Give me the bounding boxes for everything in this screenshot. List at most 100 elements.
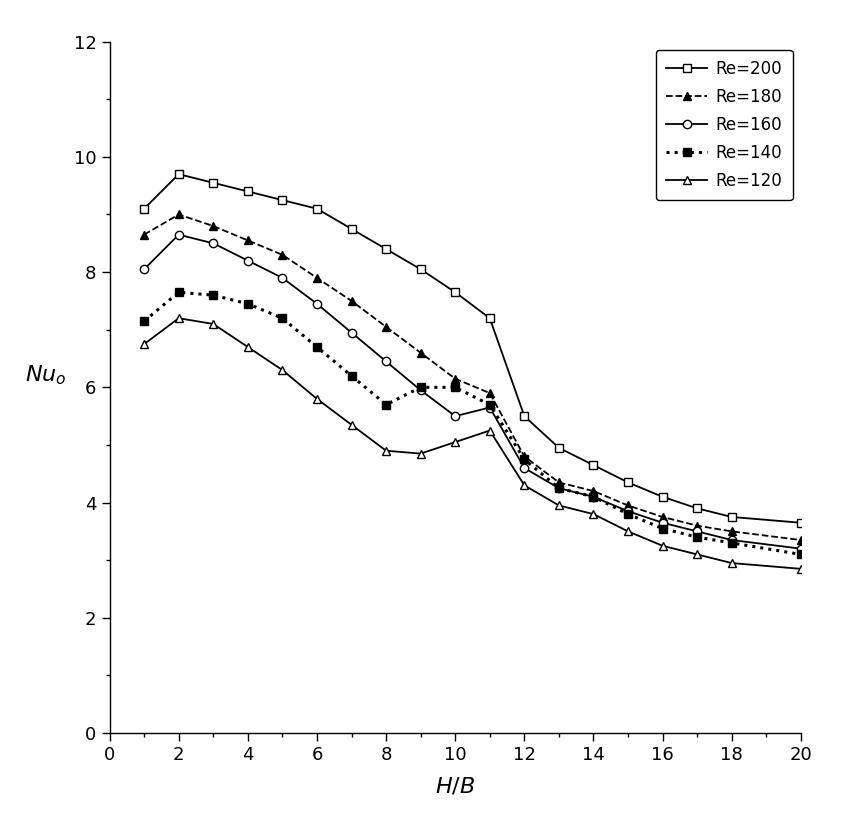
X-axis label: $\mathit{H/B}$: $\mathit{H/B}$ <box>435 776 475 796</box>
Re=160 <box>277 273 287 283</box>
Re=200 <box>381 244 391 254</box>
Re=180 <box>312 273 322 283</box>
Re=140 <box>727 538 737 548</box>
Re=180 <box>519 451 529 461</box>
Re=120 <box>346 420 357 430</box>
Re=160 <box>588 491 599 501</box>
Re=160 <box>139 264 149 274</box>
Re=200 <box>692 503 702 513</box>
Re=160 <box>381 357 391 367</box>
Re=200 <box>554 443 564 453</box>
Re=180 <box>485 388 495 398</box>
Legend: Re=200, Re=180, Re=160, Re=140, Re=120: Re=200, Re=180, Re=160, Re=140, Re=120 <box>656 50 792 200</box>
Re=140 <box>139 316 149 326</box>
Re=120 <box>208 319 218 329</box>
Re=160 <box>416 385 426 395</box>
Re=140 <box>623 509 633 519</box>
Re=160 <box>796 544 806 554</box>
Re=140 <box>796 550 806 560</box>
Re=180 <box>139 230 149 240</box>
Re=120 <box>416 449 426 459</box>
Re=120 <box>692 550 702 560</box>
Re=180 <box>243 236 253 246</box>
Re=160 <box>450 412 460 421</box>
Re=120 <box>727 558 737 568</box>
Re=160 <box>519 463 529 473</box>
Re=180 <box>658 512 668 522</box>
Re=160 <box>623 506 633 516</box>
Re=160 <box>346 327 357 337</box>
Re=140 <box>312 342 322 352</box>
Re=200 <box>346 224 357 234</box>
Re=180 <box>692 521 702 531</box>
Re=200 <box>588 460 599 470</box>
Re=140 <box>208 290 218 300</box>
Re=180 <box>381 322 391 332</box>
Re=160 <box>658 518 668 528</box>
Re=200 <box>658 491 668 501</box>
Re=180 <box>623 501 633 511</box>
Re=180 <box>416 348 426 358</box>
Re=140 <box>416 382 426 392</box>
Line: Re=160: Re=160 <box>140 231 805 553</box>
Re=120 <box>519 481 529 491</box>
Re=160 <box>208 238 218 248</box>
Re=180 <box>450 374 460 384</box>
Y-axis label: $\mathit{Nu_o}$: $\mathit{Nu_o}$ <box>25 364 67 387</box>
Re=160 <box>692 526 702 536</box>
Re=160 <box>485 402 495 412</box>
Re=120 <box>139 339 149 349</box>
Re=200 <box>623 477 633 487</box>
Re=140 <box>692 532 702 542</box>
Re=200 <box>139 204 149 214</box>
Re=180 <box>796 535 806 545</box>
Re=120 <box>450 437 460 447</box>
Re=140 <box>174 287 184 297</box>
Re=140 <box>450 382 460 392</box>
Re=140 <box>346 371 357 381</box>
Re=200 <box>485 313 495 323</box>
Re=160 <box>174 230 184 240</box>
Re=120 <box>485 426 495 436</box>
Re=200 <box>450 287 460 297</box>
Re=120 <box>588 509 599 519</box>
Re=200 <box>796 518 806 528</box>
Re=180 <box>277 250 287 260</box>
Re=180 <box>346 296 357 306</box>
Re=140 <box>588 491 599 501</box>
Re=180 <box>554 477 564 487</box>
Line: Re=140: Re=140 <box>140 288 805 559</box>
Re=120 <box>658 541 668 551</box>
Re=120 <box>554 501 564 511</box>
Re=200 <box>727 512 737 522</box>
Re=180 <box>174 210 184 220</box>
Re=180 <box>208 221 218 231</box>
Re=120 <box>312 394 322 404</box>
Re=140 <box>277 313 287 323</box>
Line: Re=200: Re=200 <box>140 170 805 527</box>
Re=160 <box>727 535 737 545</box>
Re=200 <box>416 264 426 274</box>
Re=120 <box>623 526 633 536</box>
Re=120 <box>174 313 184 323</box>
Re=140 <box>554 483 564 493</box>
Re=200 <box>208 177 218 187</box>
Re=140 <box>485 400 495 410</box>
Re=160 <box>554 483 564 493</box>
Re=200 <box>174 169 184 179</box>
Re=200 <box>519 412 529 421</box>
Re=200 <box>277 195 287 205</box>
Re=200 <box>243 187 253 197</box>
Re=180 <box>588 486 599 496</box>
Re=140 <box>658 523 668 533</box>
Re=140 <box>243 299 253 309</box>
Re=160 <box>243 256 253 266</box>
Re=120 <box>381 446 391 456</box>
Re=120 <box>796 564 806 574</box>
Re=140 <box>519 454 529 464</box>
Re=120 <box>277 365 287 375</box>
Re=180 <box>727 526 737 536</box>
Re=200 <box>312 204 322 214</box>
Re=160 <box>312 299 322 309</box>
Re=140 <box>381 400 391 410</box>
